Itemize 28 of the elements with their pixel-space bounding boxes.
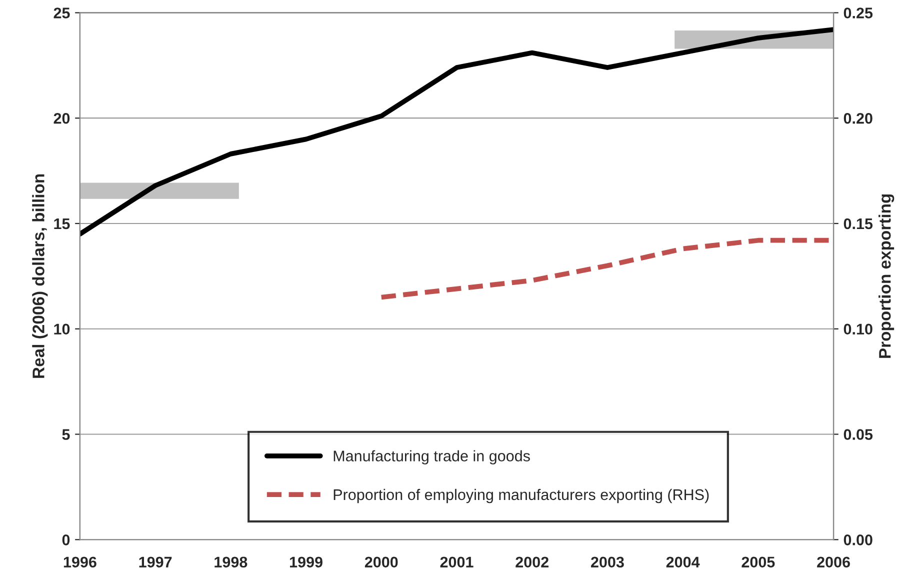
y-axis-title: Real (2006) dollars, billion bbox=[32, 174, 48, 378]
x-tick-label: 1998 bbox=[214, 556, 248, 568]
x-tick-label: 1999 bbox=[290, 556, 322, 568]
y-tick-label: 0 bbox=[62, 534, 70, 546]
x-tick-label: 2004 bbox=[666, 556, 700, 568]
y2-tick-label: 0.05 bbox=[844, 429, 873, 440]
y-tick-label: 10 bbox=[54, 324, 70, 335]
y2-tick-label: 0.15 bbox=[844, 218, 873, 230]
x-tick-label: 2005 bbox=[742, 556, 775, 568]
y2-tick-label: 0.25 bbox=[844, 8, 873, 18]
y-tick-label: 15 bbox=[54, 218, 70, 230]
y2-axis-title: Proportion exporting bbox=[878, 194, 894, 358]
legend-label: Manufacturing trade in goods bbox=[334, 450, 530, 464]
line-series bbox=[80, 27, 834, 236]
y-tick-label: 25 bbox=[54, 8, 70, 18]
x-tick-label: 1997 bbox=[139, 556, 172, 568]
x-tick-label: 2002 bbox=[516, 556, 548, 568]
x-tick-label: 2003 bbox=[590, 556, 624, 568]
x-tick-label: 2000 bbox=[364, 556, 398, 568]
x-tick-label: 2001 bbox=[440, 556, 474, 568]
y2-tick-label: 0.10 bbox=[844, 324, 872, 335]
y2-tick-label: 0.20 bbox=[844, 112, 872, 124]
x-tick-label: 2006 bbox=[817, 556, 850, 568]
legend-label: Proportion of employing manufacturers exporting (RHS) bbox=[334, 488, 709, 504]
x-tick-label: 1996 bbox=[64, 556, 96, 568]
y-tick-label: 5 bbox=[62, 429, 70, 440]
y-tick-label: 20 bbox=[54, 112, 70, 124]
y2-tick-label: 0.00 bbox=[844, 534, 872, 546]
